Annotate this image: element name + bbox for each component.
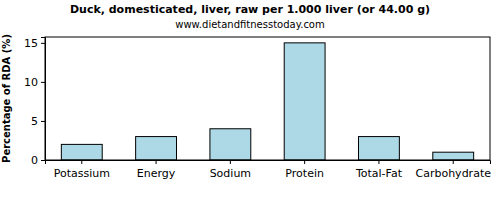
bar [284, 43, 325, 160]
y-tick-mark [41, 160, 45, 161]
x-tick: Energy [137, 160, 176, 180]
y-tick-label: 5 [31, 115, 38, 128]
chart: 0 5 10 15 Potassium Energy Sodium Protein Total-… [0, 0, 500, 200]
background [0, 0, 500, 200]
x-axis-line [46, 161, 491, 165]
x-axis: Potassium Energy Sodium Protein Total-Fat Car… [46, 160, 492, 180]
y-tick: 5 [31, 115, 45, 128]
x-tick-mark [156, 160, 157, 164]
x-tick-mark [453, 160, 454, 164]
y-tick-label: 10 [24, 76, 38, 89]
x-tick: Carbohydrate [415, 160, 491, 180]
y-axis: 0 5 10 15 [24, 37, 46, 167]
title: Duck, domesticated, liver, raw per 1.000… [70, 3, 430, 16]
bar [359, 137, 400, 160]
y-tick-label: 15 [24, 37, 38, 50]
x-tick: Potassium [54, 160, 110, 180]
x-tick-label: Total-Fat [355, 167, 403, 180]
bar [210, 129, 251, 160]
x-tick-label: Sodium [210, 167, 251, 180]
y-axis-title: Percentage of RDA (%) [1, 34, 12, 163]
bars [61, 43, 473, 160]
y-tick-mark [41, 43, 45, 44]
x-tick-label: Carbohydrate [415, 167, 491, 180]
x-tick: Sodium [210, 160, 251, 180]
bar [136, 137, 177, 160]
y-tick-mark [41, 121, 45, 122]
x-tick-label: Potassium [54, 167, 110, 180]
x-tick-mark [304, 160, 305, 164]
x-tick: Total-Fat [355, 160, 403, 180]
x-tick-mark [378, 160, 379, 164]
plot-frame [45, 37, 490, 160]
y-tick: 15 [24, 37, 45, 50]
x-tick-mark [230, 160, 231, 164]
y-tick-label: 0 [31, 154, 38, 167]
x-tick-label: Energy [137, 167, 176, 180]
y-tick: 0 [31, 154, 45, 167]
y-tick-mark [41, 82, 45, 83]
x-tick: Protein [285, 160, 324, 180]
plot: 0 5 10 15 Potassium Energy Sodium Protein Total-… [24, 37, 491, 180]
y-tick: 10 [24, 76, 45, 89]
y-axis-line [41, 38, 46, 161]
bar [61, 144, 102, 160]
x-tick-label: Protein [285, 167, 324, 180]
subtitle: www.dietandfitnesstoday.com [175, 19, 324, 30]
bar [433, 152, 474, 160]
x-tick-mark [81, 160, 82, 164]
